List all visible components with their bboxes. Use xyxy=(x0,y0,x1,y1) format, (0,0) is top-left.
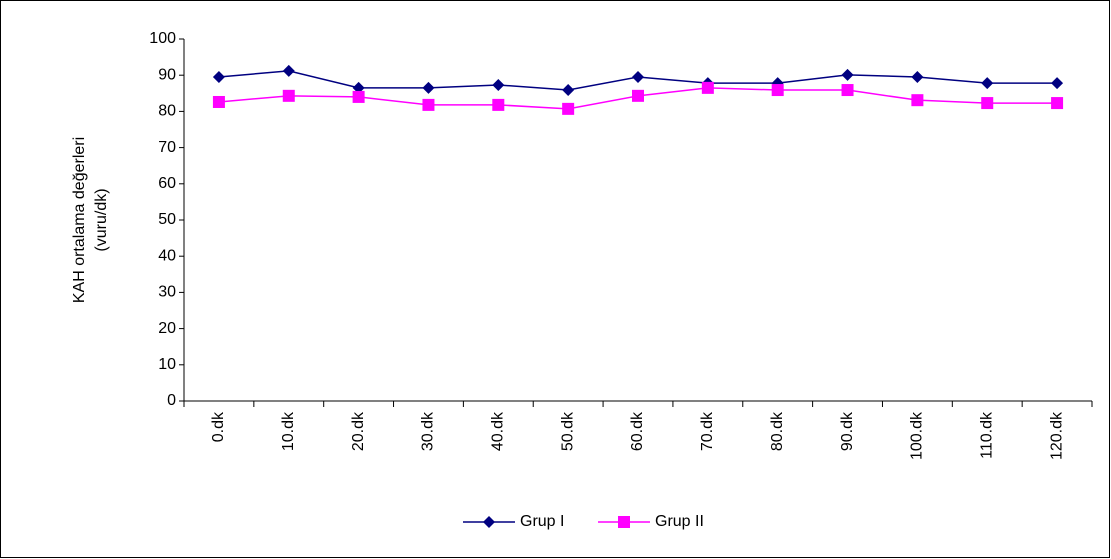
y-tick-label: 70 xyxy=(158,139,176,156)
data-point xyxy=(1051,97,1064,110)
data-point xyxy=(212,71,225,84)
x-tick-label: 60.dk xyxy=(629,411,646,451)
data-point xyxy=(282,64,295,77)
data-point xyxy=(1051,77,1064,90)
y-tick-label: 30 xyxy=(158,284,176,301)
data-point xyxy=(981,97,994,110)
y-tick-label: 20 xyxy=(158,320,176,337)
y-tick-label: 100 xyxy=(149,30,176,47)
legend-marker xyxy=(483,516,495,528)
data-point xyxy=(632,71,644,84)
y-tick-label: 0 xyxy=(167,392,176,409)
data-point xyxy=(492,98,505,111)
legend-label: Grup II xyxy=(655,513,704,530)
data-point xyxy=(562,84,575,97)
data-point xyxy=(841,84,854,97)
x-tick-label: 0.dk xyxy=(210,411,227,442)
y-tick-label: 60 xyxy=(158,175,176,192)
y-tick-label: 90 xyxy=(158,66,176,83)
data-point xyxy=(841,68,854,81)
data-point xyxy=(492,78,505,91)
data-point xyxy=(771,84,784,97)
x-tick-label: 20.dk xyxy=(350,411,367,451)
x-tick-label: 30.dk xyxy=(420,411,437,451)
y-tick-label: 80 xyxy=(158,103,176,120)
y-tick-label: 10 xyxy=(158,356,176,373)
y-axis-label: KAH ortalama değerleri xyxy=(71,137,88,303)
data-point xyxy=(562,102,575,115)
legend-label: Grup I xyxy=(520,513,564,530)
y-tick-label: 50 xyxy=(158,211,176,228)
x-tick-label: 40.dk xyxy=(490,411,507,451)
x-tick-label: 100.dk xyxy=(909,411,926,460)
x-tick-label: 70.dk xyxy=(699,411,716,451)
y-tick-label: 40 xyxy=(158,247,176,264)
data-point xyxy=(981,77,994,90)
data-point xyxy=(352,90,365,103)
x-tick-label: 120.dk xyxy=(1048,411,1065,460)
data-point xyxy=(352,81,365,94)
x-tick-label: 90.dk xyxy=(839,411,856,451)
data-point xyxy=(282,89,295,102)
data-point xyxy=(422,81,435,94)
y-axis-label: (vuru/dk) xyxy=(93,188,110,251)
data-point xyxy=(911,71,924,84)
data-point xyxy=(701,81,714,94)
data-point xyxy=(911,94,924,107)
legend-marker xyxy=(618,516,630,528)
data-point xyxy=(632,89,644,102)
x-tick-label: 50.dk xyxy=(559,411,576,451)
x-tick-label: 10.dk xyxy=(280,411,297,451)
data-point xyxy=(422,98,435,111)
x-tick-label: 80.dk xyxy=(769,411,786,451)
x-tick-label: 110.dk xyxy=(978,411,995,459)
data-point xyxy=(212,95,225,108)
